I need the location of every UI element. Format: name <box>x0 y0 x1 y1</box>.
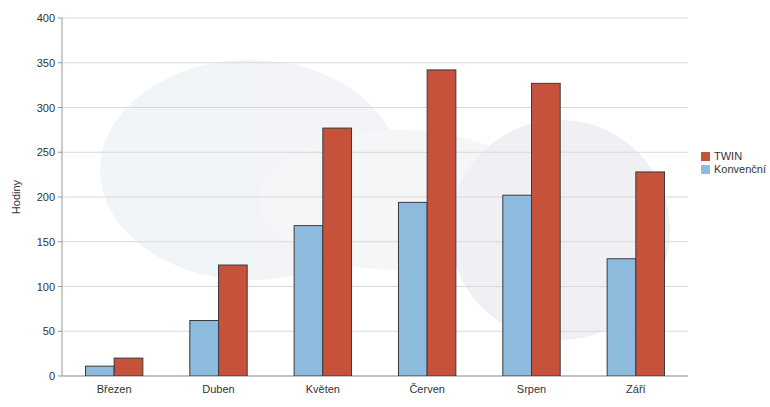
chart: 0 50 100 150 200 250 300 350 400 Hodiny Březen Dube… <box>0 0 770 407</box>
legend-label: TWIN <box>714 150 742 162</box>
bar <box>190 321 219 376</box>
grid-line <box>62 197 688 198</box>
bar <box>85 366 114 376</box>
background-decoration <box>100 60 670 340</box>
y-tick <box>58 331 62 332</box>
legend-swatch <box>701 165 710 174</box>
grid-line <box>62 376 688 377</box>
bar <box>607 259 636 376</box>
y-tick <box>58 62 62 63</box>
grid-line <box>62 241 688 242</box>
y-tick-label: 0 <box>49 370 55 382</box>
x-tick-label: Březen <box>97 383 132 395</box>
bar <box>294 226 323 376</box>
bar <box>532 83 561 376</box>
x-tick-label: Červen <box>409 383 444 395</box>
y-tick <box>58 286 62 287</box>
legend-swatch <box>701 152 710 161</box>
y-tick <box>58 152 62 153</box>
y-tick-label: 400 <box>37 12 55 24</box>
y-tick-label: 150 <box>37 236 55 248</box>
legend: TWINKonvenční <box>701 150 766 175</box>
y-tick <box>58 107 62 108</box>
grid <box>62 18 688 376</box>
bar <box>114 358 143 376</box>
x-tick-label: Září <box>626 383 646 395</box>
bar <box>323 128 352 376</box>
y-tick-label: 350 <box>37 57 55 69</box>
y-tick-label: 250 <box>37 146 55 158</box>
grid-line <box>62 107 688 108</box>
x-tick-label: Květen <box>306 383 340 395</box>
y-tick-label: 300 <box>37 102 55 114</box>
y-tick <box>58 376 62 377</box>
grid-line <box>62 18 688 19</box>
y-tick <box>58 197 62 198</box>
y-axis-line <box>62 18 63 376</box>
y-tick <box>58 18 62 19</box>
y-tick-label: 100 <box>37 281 55 293</box>
y-tick <box>58 241 62 242</box>
bar <box>219 265 248 376</box>
y-axis-title: Hodiny <box>10 179 22 214</box>
y-tick-label: 50 <box>43 325 55 337</box>
x-tick-label: Srpen <box>517 383 546 395</box>
grid-line <box>62 152 688 153</box>
bar <box>427 70 456 376</box>
grid-line <box>62 286 688 287</box>
grid-line <box>62 331 688 332</box>
bar <box>636 172 665 376</box>
legend-label: Konvenční <box>714 163 766 175</box>
bar <box>503 195 532 376</box>
bar <box>398 202 427 376</box>
bars <box>85 70 664 376</box>
x-tick-label: Duben <box>202 383 234 395</box>
grid-line <box>62 62 688 63</box>
y-tick-label: 200 <box>37 191 55 203</box>
x-axis-line <box>62 376 688 377</box>
